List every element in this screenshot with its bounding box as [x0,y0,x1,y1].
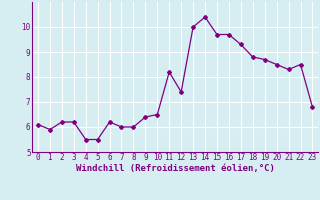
X-axis label: Windchill (Refroidissement éolien,°C): Windchill (Refroidissement éolien,°C) [76,164,275,173]
